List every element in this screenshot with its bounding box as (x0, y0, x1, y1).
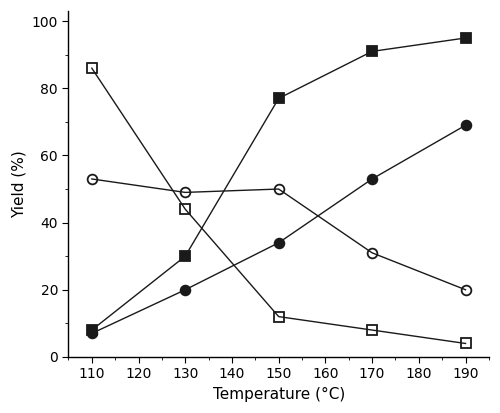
X-axis label: Temperature (°C): Temperature (°C) (212, 387, 345, 402)
Y-axis label: Yield (%): Yield (%) (11, 150, 26, 218)
